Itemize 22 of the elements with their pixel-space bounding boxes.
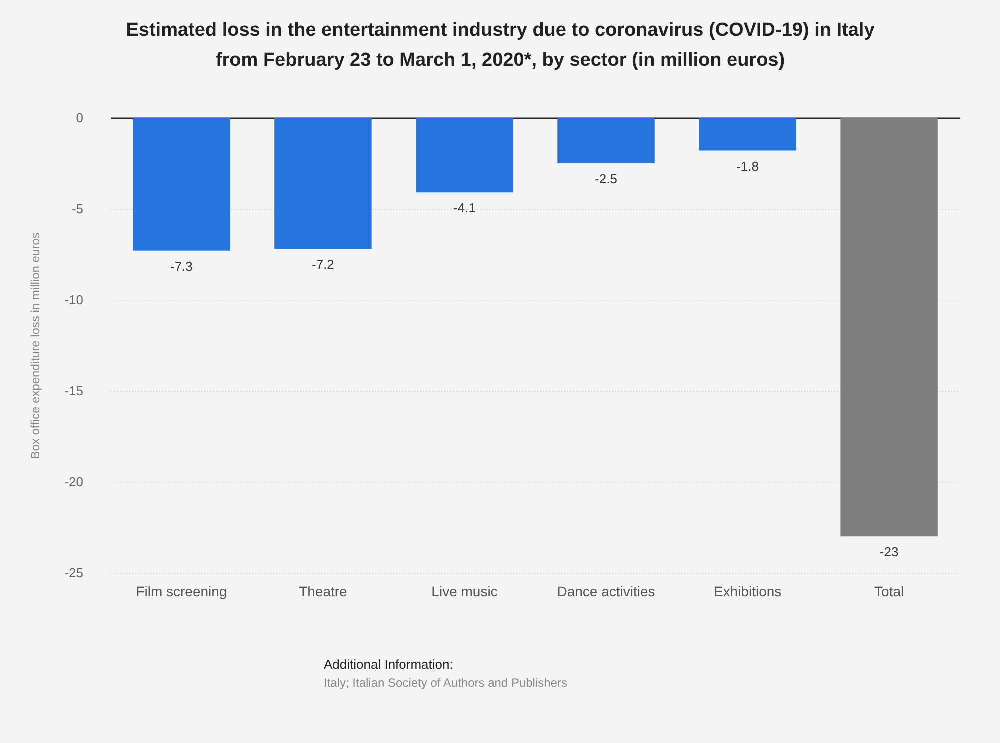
data-label: -4.1 [454, 200, 476, 216]
data-label: -23 [880, 544, 899, 560]
chart-title: Estimated loss in the entertainment industry due to coronavirus (COVID-19) in Italy from February 23 to March 1, 2020*, by sector (in million euros) [126, 20, 876, 71]
text: Additional Information: [324, 657, 454, 672]
x-tick-label: Live music [432, 584, 498, 600]
x-tick-label: Exhibitions [714, 584, 782, 600]
y-axis-title: Box office expenditure loss in million euros [28, 232, 43, 460]
data-label: -2.5 [595, 172, 618, 186]
x-tick-label: Total [874, 584, 904, 600]
y-tick-label: -5 [72, 202, 84, 216]
y-tick-label: -25 [64, 566, 84, 580]
data-label: -7.2 [312, 257, 334, 272]
y-tick-label: -10 [64, 292, 84, 308]
y-tick-label: 0 [76, 110, 84, 126]
data-label: -1.8 [736, 158, 759, 174]
text: Italy; Italian Society of Authors and Publishers [324, 676, 568, 690]
x-tick-label: Theatre [299, 584, 348, 600]
y-tick-label: -15 [64, 384, 84, 398]
y-tick-label: -20 [64, 474, 84, 490]
data-label: -7.3 [170, 258, 193, 274]
x-tick-label: Dance activities [557, 584, 656, 600]
x-tick-label: Film screening [136, 584, 228, 600]
